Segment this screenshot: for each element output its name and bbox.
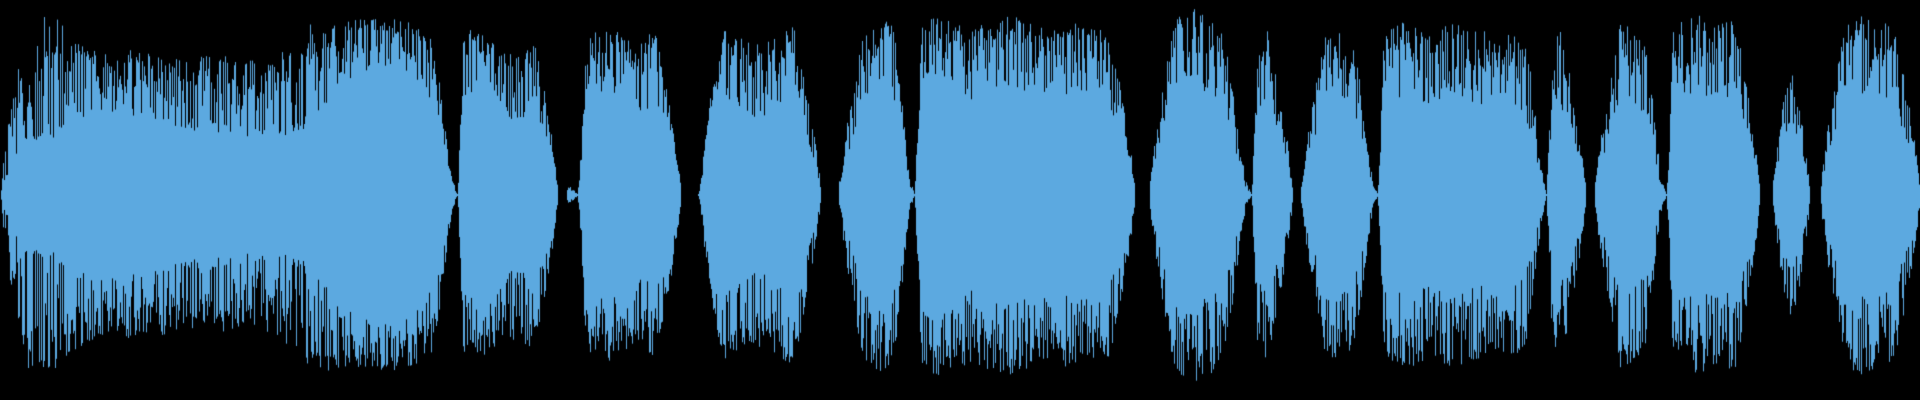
waveform-viewer[interactable] [0, 0, 1920, 400]
waveform-canvas[interactable] [0, 0, 1920, 400]
